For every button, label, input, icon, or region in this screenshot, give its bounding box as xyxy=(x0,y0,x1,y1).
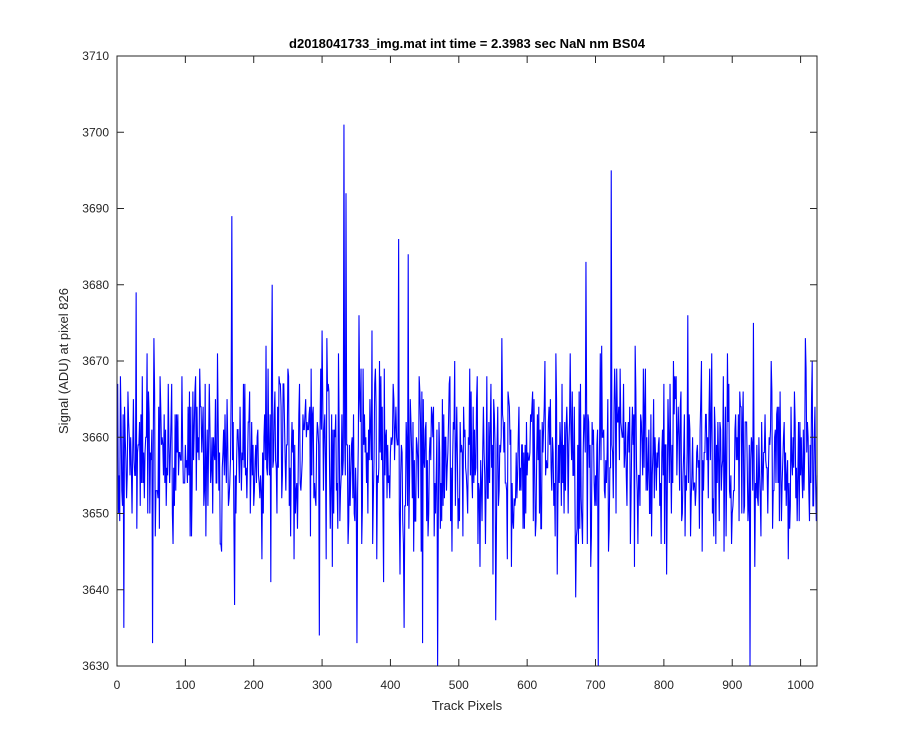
x-tick-label: 200 xyxy=(244,678,264,692)
x-tick-label: 700 xyxy=(586,678,606,692)
plot-content xyxy=(117,124,818,667)
y-tick-label: 3710 xyxy=(82,49,109,63)
y-tick-label: 3700 xyxy=(82,125,109,139)
y-tick-label: 3690 xyxy=(82,202,109,216)
y-tick-label: 3670 xyxy=(82,354,109,368)
x-tick-label: 800 xyxy=(654,678,674,692)
x-tick-label: 600 xyxy=(517,678,537,692)
x-axis-label: Track Pixels xyxy=(432,698,503,713)
chart-title: d2018041733_img.mat int time = 2.3983 se… xyxy=(289,36,646,51)
y-tick-label: 3660 xyxy=(82,430,109,444)
x-tick-label: 100 xyxy=(175,678,195,692)
y-axis-label: Signal (ADU) at pixel 826 xyxy=(56,288,71,434)
y-tick-label: 3640 xyxy=(82,583,109,597)
y-tick-label: 3650 xyxy=(82,507,109,521)
x-tick-label: 300 xyxy=(312,678,332,692)
x-tick-label: 0 xyxy=(114,678,121,692)
x-tick-label: 500 xyxy=(449,678,469,692)
y-tick-label: 3680 xyxy=(82,278,109,292)
plot-area xyxy=(117,56,817,666)
axis-tick-labels: 0 100 200 300 400 500 600 700 800 900 1000 3630 3640… xyxy=(82,49,814,692)
y-tick-label: 3630 xyxy=(82,659,109,673)
axis-ticks xyxy=(116,55,817,667)
x-tick-label: 900 xyxy=(722,678,742,692)
x-tick-label: 1000 xyxy=(787,678,814,692)
x-tick-label: 400 xyxy=(380,678,400,692)
signal-line xyxy=(117,124,818,667)
